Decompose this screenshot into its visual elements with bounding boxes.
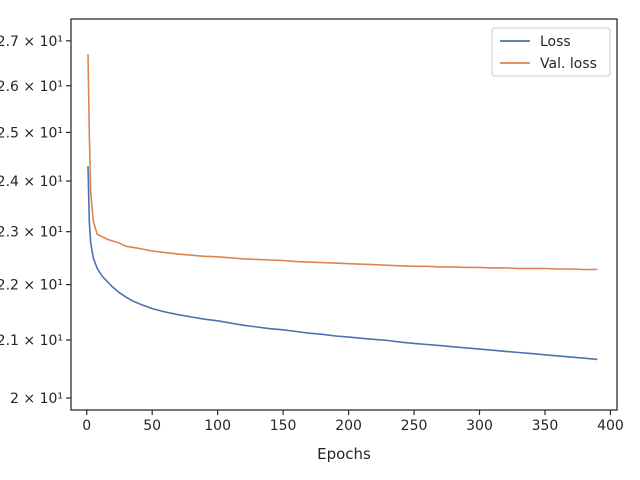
- y-tick-label: 2.4 × 10¹: [0, 174, 63, 190]
- legend-label: Val. loss: [540, 56, 597, 72]
- x-axis-label: Epochs: [317, 445, 371, 463]
- y-tick-label: 2 × 10¹: [10, 391, 63, 407]
- y-axis: 2 × 10¹ 2.1 × 10¹ 2.2 × 10¹ 2.3 × 10¹ 2.4 × …: [0, 34, 71, 407]
- y-tick-label: 2.2 × 10¹: [0, 278, 63, 294]
- legend: Loss Val. loss: [491, 27, 611, 77]
- x-tick-label: 50: [143, 418, 161, 434]
- series-line-val-loss: [87, 54, 598, 271]
- x-tick-label: 150: [270, 418, 297, 434]
- x-axis: 0 50 100 150 200 250 300 350 400: [82, 410, 624, 434]
- x-tick-label: 300: [466, 418, 493, 434]
- legend-box: [491, 27, 611, 77]
- series-line-loss: [87, 166, 598, 361]
- plot-frame: [70, 18, 618, 411]
- y-tick-label: 2.5 × 10¹: [0, 125, 63, 141]
- y-tick-label: 2.3 × 10¹: [0, 225, 63, 241]
- x-tick-label: 100: [204, 418, 231, 434]
- series-layer: [87, 54, 598, 361]
- legend-label: Loss: [540, 34, 571, 50]
- x-tick-label: 400: [597, 418, 624, 434]
- plot-background: [71, 19, 617, 410]
- y-tick-label: 2.6 × 10¹: [0, 79, 63, 95]
- y-tick-label: 2.7 × 10¹: [0, 34, 63, 50]
- x-tick-label: 0: [82, 418, 91, 434]
- x-tick-label: 200: [335, 418, 362, 434]
- y-tick-label: 2.1 × 10¹: [0, 333, 63, 349]
- x-tick-label: 350: [532, 418, 559, 434]
- x-tick-label: 250: [401, 418, 428, 434]
